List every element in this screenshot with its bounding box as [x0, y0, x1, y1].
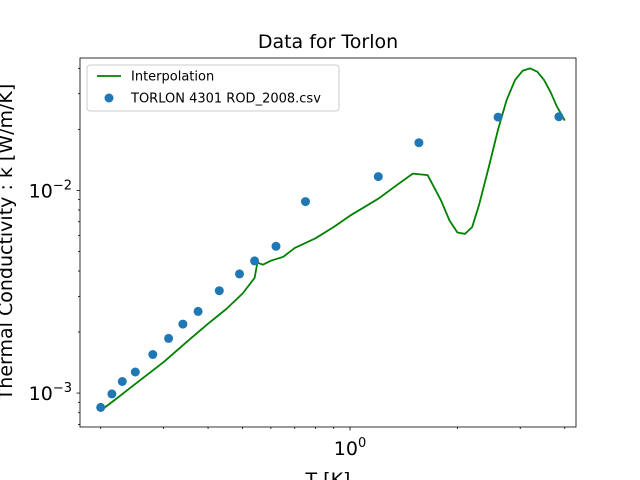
data-point	[214, 286, 224, 296]
x-tick-label: 100	[334, 436, 366, 460]
data-point	[271, 241, 281, 251]
legend-label-dataset: TORLON 4301 ROD_2008.csv	[130, 92, 321, 107]
data-point	[107, 389, 117, 399]
data-point	[164, 333, 174, 343]
axis-ticks: 100 10−3 10−2	[29, 67, 566, 460]
data-point	[117, 377, 127, 386]
plot-frame	[79, 57, 577, 428]
data-point	[193, 306, 203, 316]
y-tick-label: 10−3	[29, 381, 72, 405]
data-point	[148, 350, 158, 359]
data-point	[130, 367, 140, 377]
legend: Interpolation TORLON 4301 ROD_2008.csv	[86, 64, 340, 112]
data-point	[493, 112, 503, 122]
y-tick-label: 10−2	[29, 178, 72, 202]
data-point	[301, 197, 310, 207]
x-axis-label: T [K]	[305, 469, 351, 480]
y-axis-label: Thermal Conductivity : k [W/m/K]	[0, 84, 17, 402]
data-point	[96, 402, 106, 412]
series-line-interpolation	[100, 67, 566, 412]
data-point	[250, 256, 260, 266]
legend-label-interpolation: Interpolation	[131, 70, 214, 85]
data-point	[178, 319, 188, 329]
chart-title: Data for Torlon	[258, 31, 398, 53]
data-point	[414, 138, 424, 148]
legend-marker-swatch	[104, 93, 114, 103]
data-point	[235, 269, 244, 279]
plot-area	[96, 67, 566, 412]
data-point	[554, 112, 564, 122]
data-point	[373, 172, 383, 182]
legend-box	[86, 64, 340, 112]
